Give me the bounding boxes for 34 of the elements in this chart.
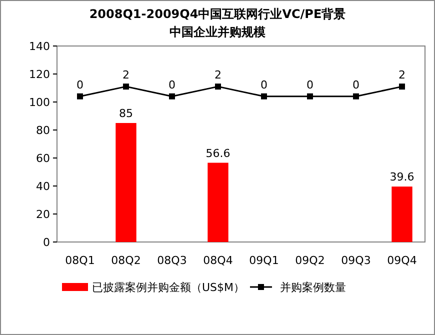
y-tick-label: 20 [36,208,50,221]
bar [392,186,412,242]
chart-title: 2008Q1-2009Q4中国互联网行业VC/PE背景 [89,7,346,21]
x-tick-label: 08Q4 [203,254,233,267]
bar [208,162,228,242]
data-label: 2 [398,68,406,82]
data-label: 0 [306,78,314,92]
y-tick-label: 0 [43,236,50,249]
data-label: 0 [260,78,268,92]
y-tick-label: 60 [36,152,50,165]
x-tick-label: 09Q3 [341,254,371,267]
chart-subtitle: 中国企业并购规模 [170,25,266,39]
y-tick-label: 40 [36,180,50,193]
y-tick-label: 140 [29,40,50,53]
data-label: 85 [119,107,133,120]
data-label: 0 [352,78,360,92]
data-label: 56.6 [206,146,230,160]
y-tick-label: 100 [29,96,50,109]
y-tick-label: 80 [36,124,50,137]
bar [116,123,136,242]
data-label: 39.6 [390,170,414,184]
legend-label: 已披露案例并购金额（US$M） [92,280,245,294]
data-label: 0 [76,78,84,92]
data-label: 2 [214,68,222,82]
x-tick-label: 09Q4 [387,254,417,267]
x-tick-label: 08Q3 [157,254,187,267]
x-tick-label: 09Q2 [295,254,325,267]
data-label: 0 [168,78,176,92]
y-tick-label: 120 [29,68,50,81]
data-label: 2 [122,68,130,82]
x-tick-label: 09Q1 [249,254,279,267]
x-tick-label: 08Q2 [111,254,141,267]
legend-label: 并购案例数量 [280,280,346,294]
x-tick-label: 08Q1 [65,254,95,267]
